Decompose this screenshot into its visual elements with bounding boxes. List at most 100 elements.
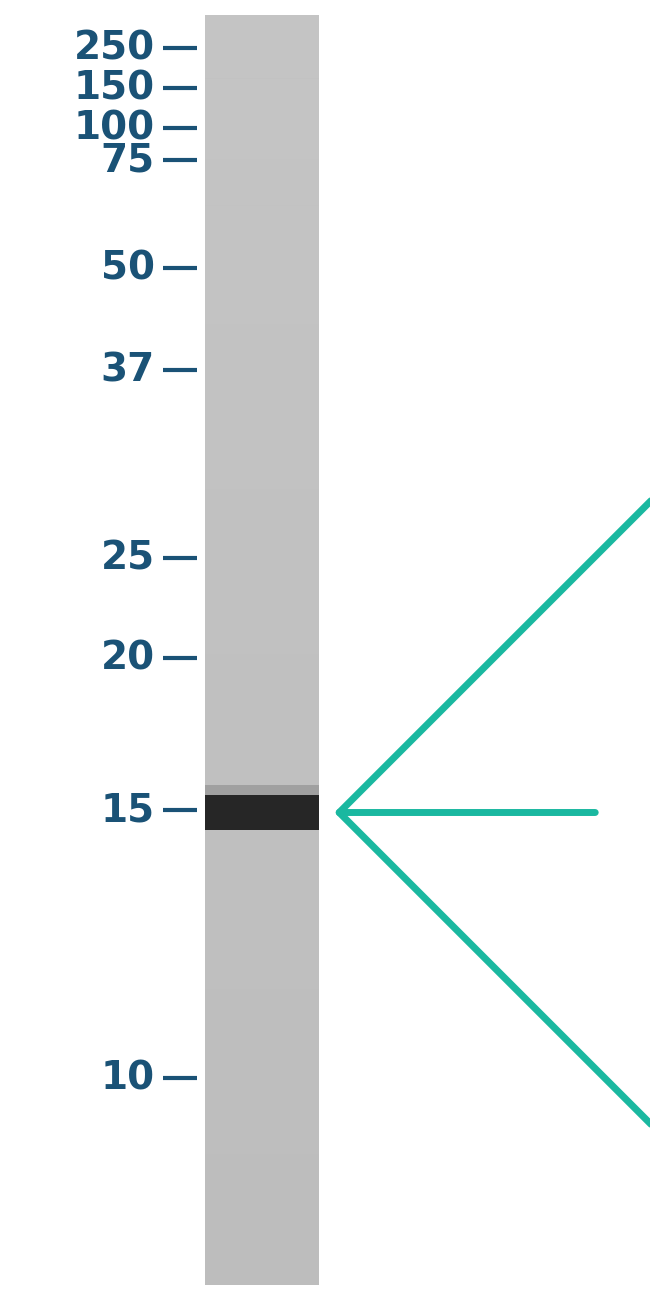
- Bar: [205, 1171, 318, 1175]
- Text: 100: 100: [73, 109, 155, 147]
- Bar: [205, 489, 318, 494]
- Bar: [205, 202, 318, 205]
- Bar: [205, 1273, 318, 1277]
- Bar: [205, 1239, 318, 1243]
- Bar: [205, 164, 318, 168]
- Bar: [205, 744, 318, 747]
- Bar: [205, 1268, 318, 1273]
- Bar: [205, 913, 318, 916]
- Bar: [205, 532, 318, 536]
- Bar: [205, 337, 318, 341]
- Bar: [205, 282, 318, 286]
- Text: 75: 75: [101, 140, 155, 179]
- Bar: [205, 421, 318, 425]
- Bar: [205, 926, 318, 929]
- Bar: [205, 172, 318, 176]
- Bar: [205, 523, 318, 528]
- Bar: [205, 1040, 318, 1044]
- Bar: [205, 472, 318, 476]
- Text: 50: 50: [101, 250, 155, 287]
- Bar: [205, 836, 318, 841]
- Bar: [205, 61, 318, 66]
- Bar: [205, 819, 318, 824]
- Bar: [205, 1141, 318, 1145]
- Bar: [205, 654, 318, 659]
- Bar: [205, 671, 318, 676]
- Bar: [205, 209, 318, 215]
- Bar: [205, 277, 318, 282]
- Bar: [205, 1132, 318, 1136]
- Bar: [205, 218, 318, 222]
- Bar: [205, 346, 318, 350]
- Bar: [205, 1023, 318, 1027]
- Bar: [205, 265, 318, 269]
- Bar: [205, 1014, 318, 1018]
- Bar: [205, 121, 318, 125]
- Bar: [205, 198, 318, 202]
- Bar: [205, 1086, 318, 1091]
- Bar: [205, 400, 318, 404]
- Bar: [205, 380, 318, 383]
- Bar: [205, 1082, 318, 1086]
- Bar: [205, 693, 318, 697]
- Bar: [205, 1136, 318, 1141]
- Bar: [205, 976, 318, 980]
- Bar: [205, 1078, 318, 1082]
- Bar: [205, 32, 318, 36]
- Bar: [205, 384, 318, 387]
- Bar: [205, 832, 318, 836]
- Bar: [205, 222, 318, 226]
- Bar: [205, 53, 318, 57]
- Bar: [205, 950, 318, 954]
- Text: 37: 37: [101, 351, 155, 389]
- Bar: [205, 396, 318, 400]
- Bar: [205, 764, 318, 768]
- Bar: [205, 252, 318, 256]
- Bar: [205, 354, 318, 358]
- Bar: [205, 963, 318, 967]
- Bar: [205, 785, 318, 796]
- Bar: [205, 87, 318, 91]
- Bar: [205, 875, 318, 879]
- Bar: [205, 937, 318, 942]
- Bar: [205, 370, 318, 374]
- Bar: [205, 967, 318, 971]
- Bar: [205, 777, 318, 781]
- Bar: [205, 1175, 318, 1179]
- Bar: [205, 738, 318, 744]
- Bar: [205, 705, 318, 710]
- Bar: [205, 1098, 318, 1102]
- Bar: [205, 146, 318, 151]
- Bar: [205, 248, 318, 252]
- Bar: [205, 142, 318, 146]
- Bar: [205, 1222, 318, 1226]
- Bar: [205, 1196, 318, 1200]
- Bar: [205, 989, 318, 993]
- Bar: [205, 883, 318, 887]
- Bar: [205, 498, 318, 502]
- Bar: [205, 1108, 318, 1112]
- Bar: [205, 83, 318, 87]
- Bar: [205, 1264, 318, 1268]
- Bar: [205, 16, 318, 20]
- Bar: [205, 134, 318, 138]
- Text: 250: 250: [73, 29, 155, 68]
- Bar: [205, 299, 318, 303]
- Bar: [205, 646, 318, 650]
- Bar: [205, 582, 318, 586]
- Bar: [205, 311, 318, 316]
- Bar: [205, 688, 318, 693]
- Bar: [205, 367, 318, 370]
- Bar: [205, 485, 318, 489]
- Bar: [205, 1044, 318, 1048]
- Bar: [205, 722, 318, 727]
- Bar: [205, 599, 318, 603]
- Bar: [205, 806, 318, 811]
- Bar: [205, 1124, 318, 1128]
- Bar: [205, 112, 318, 117]
- Bar: [205, 476, 318, 481]
- Bar: [205, 1277, 318, 1280]
- Bar: [205, 1188, 318, 1192]
- Bar: [205, 1091, 318, 1095]
- Bar: [205, 66, 318, 70]
